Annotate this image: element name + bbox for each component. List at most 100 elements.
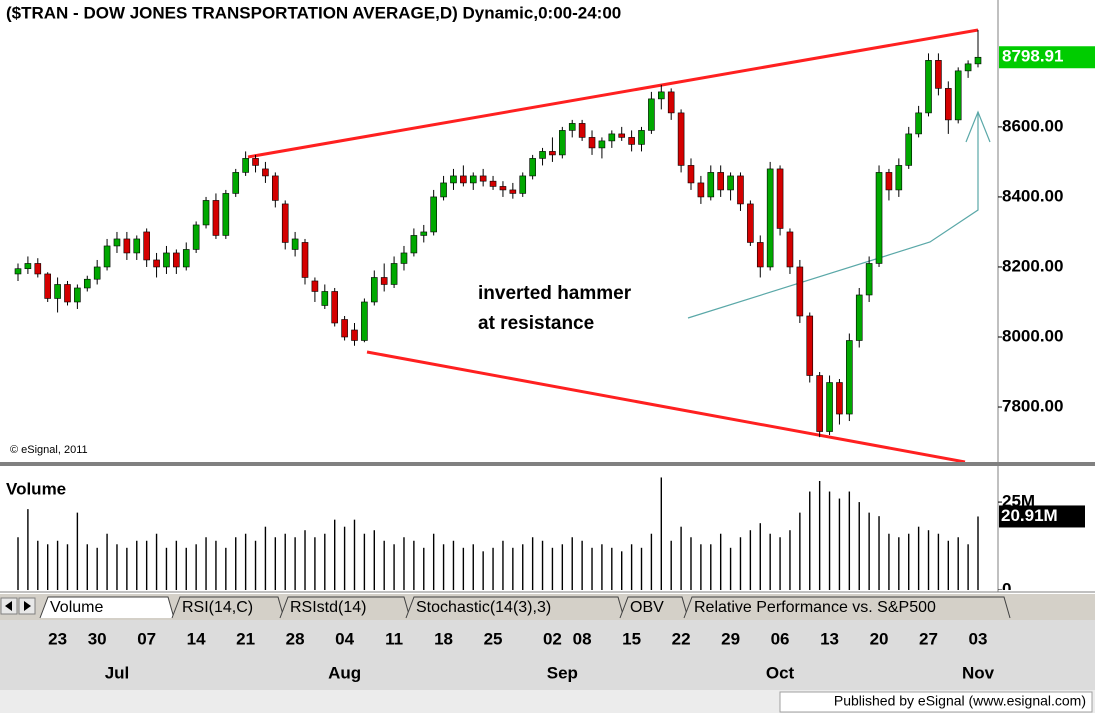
tab-shape	[405, 596, 625, 619]
candle-body	[707, 172, 715, 198]
x-month-label: Oct	[766, 663, 795, 682]
candle-body	[539, 151, 546, 159]
candle-body	[885, 172, 893, 191]
candle-body	[34, 263, 42, 275]
chart-title: ($TRAN - DOW JONES TRANSPORTATION AVERAG…	[6, 3, 621, 22]
tab[interactable]: Stochastic(14(3),3)	[405, 596, 625, 619]
candle-body	[311, 280, 319, 292]
candle-body	[450, 175, 457, 184]
candle-body	[509, 189, 517, 194]
candle-body	[756, 242, 764, 268]
candle-body	[272, 175, 279, 201]
arrow-icon	[5, 601, 12, 611]
candle-body	[964, 63, 972, 72]
candle-body	[588, 137, 596, 149]
candle-body	[14, 268, 22, 275]
candle-body	[202, 200, 210, 226]
candle-body	[331, 291, 339, 324]
x-tick-label: 21	[236, 629, 255, 648]
candle-body	[212, 200, 220, 236]
tab-shape	[279, 596, 411, 619]
candle-body	[400, 252, 408, 264]
tab[interactable]: OBV	[619, 596, 689, 619]
copyright: © eSignal, 2011	[10, 444, 88, 456]
tab[interactable]: RSIstd(14)	[279, 596, 411, 619]
tab-label: Stochastic(14(3),3)	[416, 599, 551, 616]
footer: Published by eSignal (www.esignal.com)	[834, 693, 1086, 709]
candle-body	[380, 277, 388, 285]
x-tick-label: 22	[672, 629, 691, 648]
candle-body	[568, 123, 576, 131]
last-volume-label: 20.91M	[1001, 506, 1058, 525]
candle-body	[559, 130, 566, 156]
candle-body	[361, 301, 368, 341]
candle-body	[806, 315, 814, 376]
candle-body	[648, 98, 655, 131]
candle-body	[64, 284, 71, 303]
candle-body	[608, 133, 616, 142]
candle-body	[499, 186, 507, 191]
candle-body	[74, 287, 81, 303]
tab-label: OBV	[630, 599, 664, 616]
annotation: at resistance	[478, 313, 594, 334]
tab[interactable]: RSI(14,C)	[171, 596, 285, 619]
tab-shape	[619, 596, 689, 619]
x-tick-label: 13	[820, 629, 839, 648]
candle-body	[875, 172, 883, 264]
candle-body	[173, 252, 180, 268]
candle-body	[153, 259, 160, 268]
candle-body	[628, 137, 635, 145]
tab-label: RSIstd(14)	[290, 599, 366, 616]
x-tick-label: 11	[385, 629, 403, 648]
candle-body	[44, 273, 51, 299]
x-tick-label: 20	[870, 629, 889, 648]
y-tick-label: 8600.00	[1002, 116, 1063, 135]
candle-body	[341, 319, 348, 338]
candle-body	[766, 168, 774, 268]
volume-tick-label: 0	[1002, 579, 1011, 598]
candle-body	[321, 291, 329, 306]
last-close-label: 8798.91	[1002, 47, 1063, 66]
candle-body	[54, 284, 61, 299]
candle-body	[776, 168, 784, 229]
x-tick-label: 30	[88, 629, 107, 648]
candle-body	[232, 172, 240, 194]
candle-body	[747, 203, 754, 243]
x-tick-label: 15	[622, 629, 641, 648]
candle-body	[351, 329, 358, 341]
candle-body	[430, 196, 437, 233]
candle-body	[291, 238, 299, 250]
arrow-head	[965, 110, 991, 143]
candle-body	[826, 382, 833, 432]
tab-shape	[683, 596, 1011, 619]
candle-body	[479, 175, 487, 182]
candle-body	[667, 91, 675, 114]
x-tick-label: 18	[434, 629, 453, 648]
y-tick-label: 8200.00	[1002, 256, 1063, 275]
candle-body	[549, 151, 556, 156]
candle-body	[519, 175, 527, 194]
candle-body	[440, 182, 447, 198]
tab[interactable]: Relative Performance vs. S&P500	[683, 596, 1011, 619]
candle-body	[974, 56, 982, 65]
annotation: inverted hammer	[478, 283, 632, 304]
candle-body	[262, 168, 269, 177]
tab[interactable]: Volume	[39, 596, 175, 619]
candle-body	[113, 238, 121, 247]
arrow-icon	[24, 601, 31, 611]
x-tick-label: 28	[286, 629, 305, 648]
candle-body	[855, 294, 863, 341]
x-tick-label: 07	[137, 629, 156, 648]
x-tick-label: 02	[543, 629, 562, 648]
candle-body	[390, 263, 398, 285]
candle-body	[598, 140, 606, 149]
candle-body	[281, 203, 289, 243]
x-month-label: Nov	[962, 663, 995, 682]
candle-body	[895, 165, 903, 191]
y-tick-label: 8000.00	[1002, 326, 1063, 345]
candle-body	[252, 158, 259, 166]
annotation-arrow	[687, 112, 979, 319]
candle-body	[737, 175, 744, 205]
candle-body	[222, 193, 230, 236]
candle-body	[93, 266, 101, 280]
